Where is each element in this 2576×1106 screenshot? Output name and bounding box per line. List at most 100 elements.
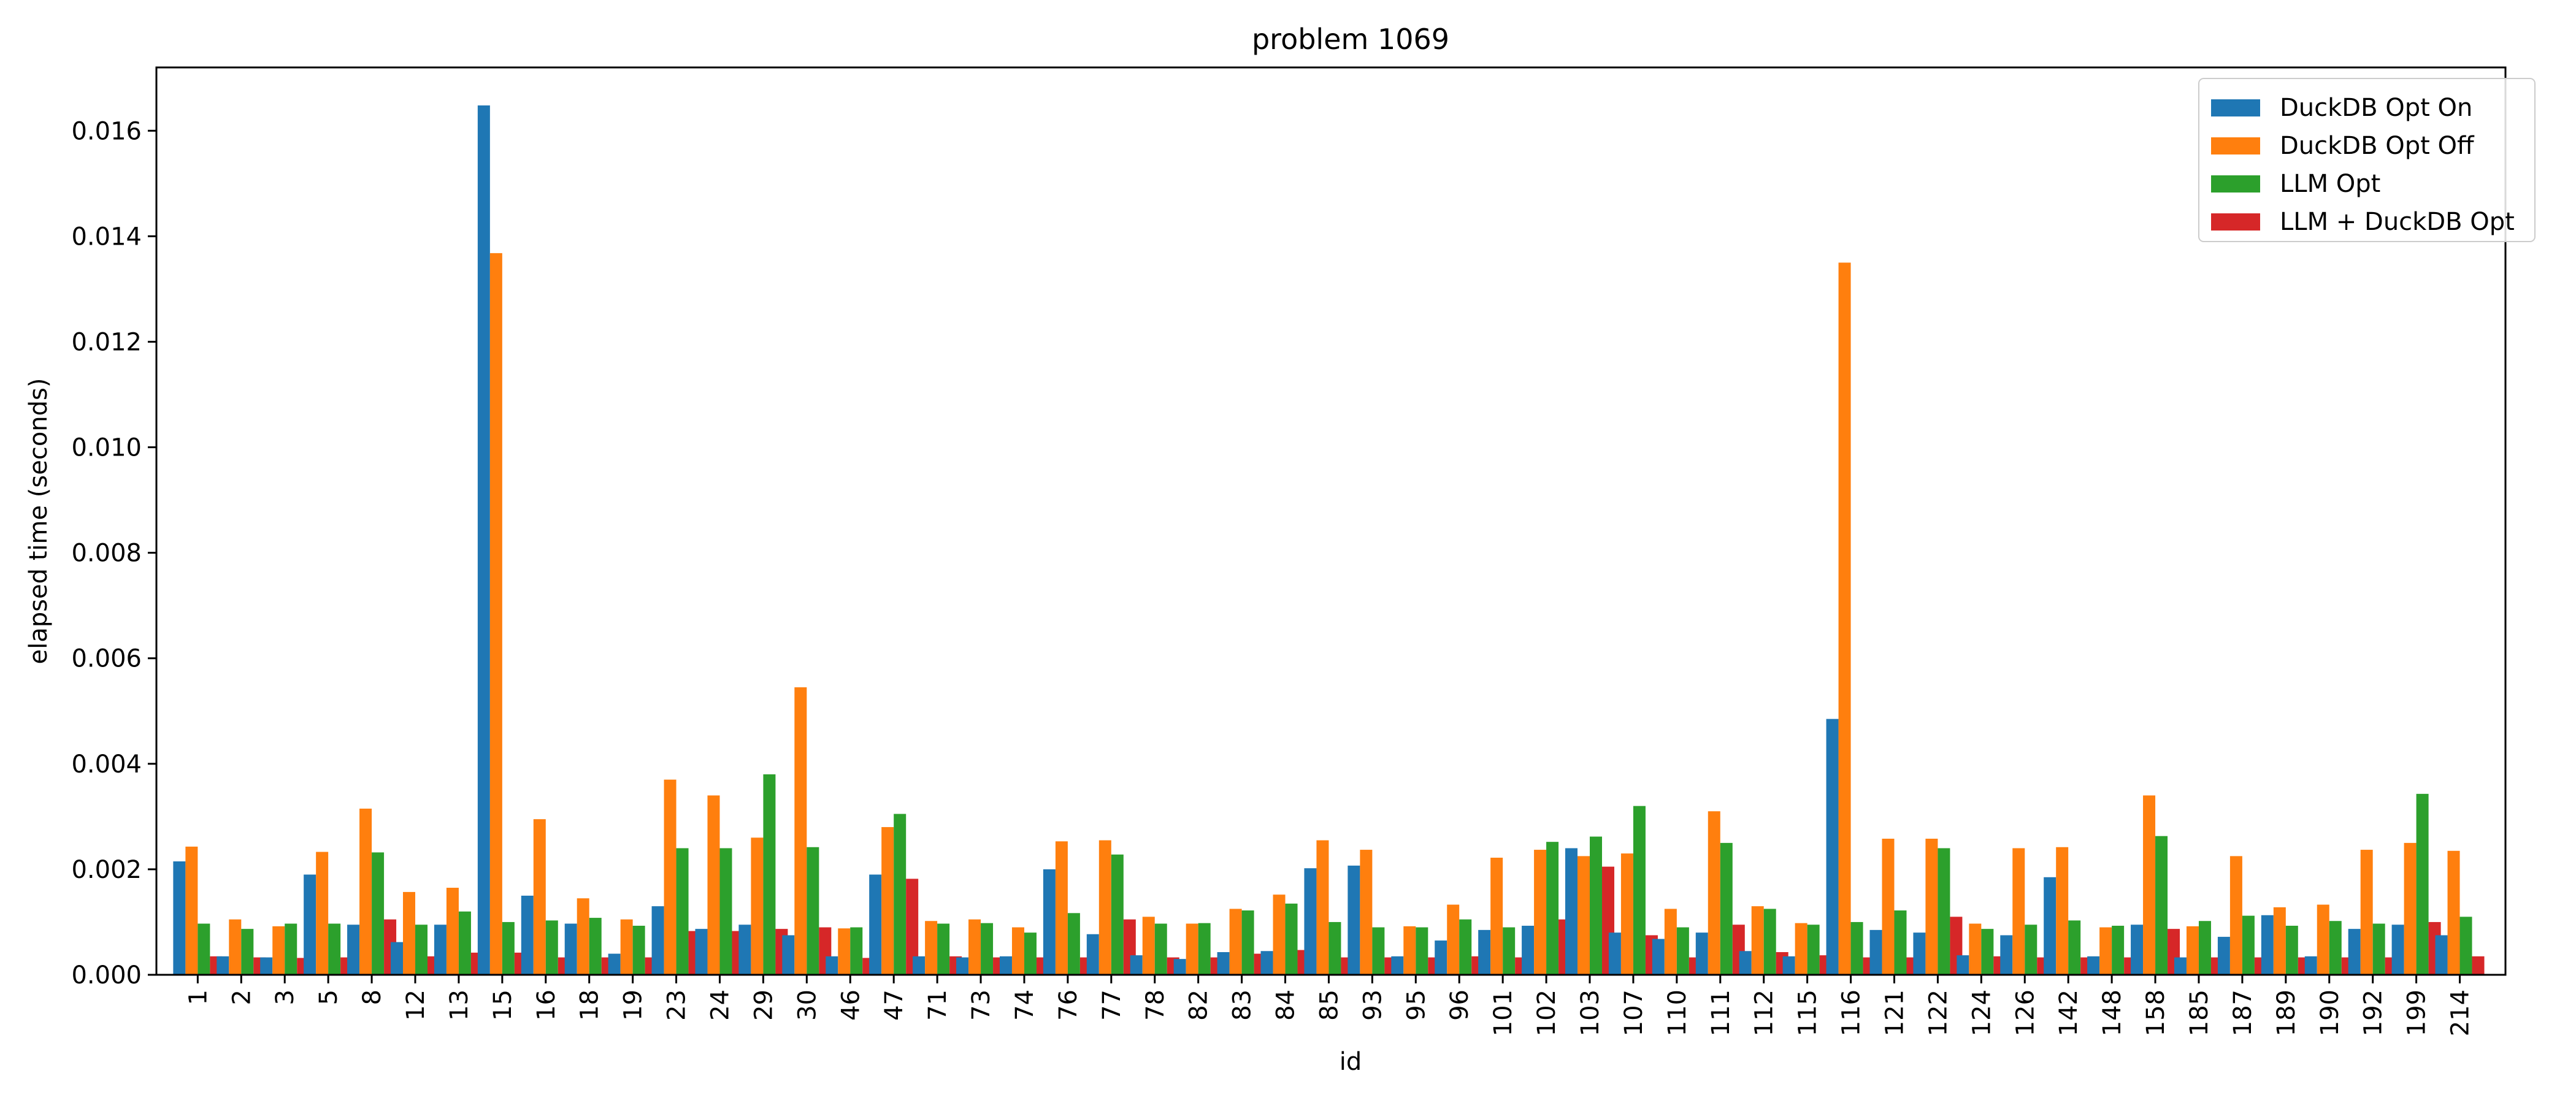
bar-duckdb-opt-on-102 [1522, 925, 1535, 975]
bar-duckdb-opt-off-23 [664, 779, 677, 975]
bar-llm-opt-3 [285, 923, 297, 975]
bar-duckdb-opt-on-192 [2348, 929, 2361, 975]
bar-duckdb-opt-on-85 [1304, 868, 1317, 975]
bar-duckdb-opt-on-121 [1869, 929, 1882, 975]
bar-duckdb-opt-off-103 [1577, 856, 1590, 975]
bar-llm-opt-16 [545, 920, 558, 975]
bar-duckdb-opt-on-189 [2261, 915, 2274, 975]
bar-llm-opt-24 [719, 848, 732, 975]
bar-duckdb-opt-on-82 [1173, 959, 1186, 975]
x-tick-label: 74 [1011, 990, 1039, 1021]
bar-duckdb-opt-on-124 [1957, 955, 1969, 975]
bar-duckdb-opt-off-126 [2012, 848, 2025, 975]
x-tick-label: 5 [315, 990, 343, 1005]
x-tick-label: 110 [1663, 990, 1692, 1036]
bar-llm-opt-158 [2155, 836, 2168, 975]
bar-duckdb-opt-off-71 [925, 921, 938, 975]
bar-llm-opt-77 [1111, 854, 1124, 975]
x-tick-label: 95 [1402, 990, 1430, 1021]
chart-title: problem 1069 [1252, 23, 1449, 56]
x-tick-label: 46 [837, 990, 865, 1021]
x-tick-label: 124 [1968, 990, 1996, 1036]
y-tick-label: 0.010 [71, 434, 142, 462]
x-tick-label: 96 [1446, 990, 1474, 1021]
bar-duckdb-opt-on-83 [1217, 952, 1230, 975]
bar-llm-opt-8 [372, 852, 385, 975]
bar-duckdb-opt-on-23 [651, 906, 664, 975]
x-tick-label: 115 [1794, 990, 1822, 1036]
bar-llm-opt-12 [415, 925, 428, 975]
y-tick-label: 0.006 [71, 645, 142, 673]
bar-duckdb-opt-on-76 [1043, 869, 1056, 975]
bar-duckdb-opt-on-78 [1130, 955, 1143, 975]
bar-llm-opt-1 [197, 923, 210, 975]
bar-llm-opt-111 [1720, 842, 1733, 975]
bar-llm-opt-192 [2372, 923, 2385, 975]
bar-llm-opt-2 [241, 929, 254, 975]
bar-llm-opt-15 [502, 921, 515, 975]
bar-llm-opt-71 [937, 923, 950, 975]
x-tick-label: 19 [619, 990, 648, 1021]
x-tick-label: 214 [2447, 990, 2475, 1036]
bar-duckdb-opt-off-84 [1273, 894, 1286, 975]
x-tick-label: 126 [2011, 990, 2039, 1036]
bar-duckdb-opt-on-142 [2044, 877, 2057, 975]
bar-duckdb-opt-off-78 [1142, 917, 1155, 975]
bar-llm-opt-83 [1241, 910, 1254, 975]
x-tick-label: 16 [532, 990, 561, 1021]
legend-label: DuckDB Opt Off [2280, 132, 2475, 160]
x-tick-label: 13 [445, 990, 473, 1021]
bar-duckdb-opt-on-199 [2391, 925, 2404, 975]
bar-llm-opt-46 [850, 927, 863, 975]
bar-llm-opt-199 [2416, 793, 2429, 975]
x-tick-label: 187 [2229, 990, 2257, 1036]
bar-duckdb-opt-off-148 [2099, 927, 2112, 975]
bar-duckdb-opt-off-83 [1229, 909, 1242, 975]
bar-duckdb-opt-off-199 [2404, 842, 2417, 975]
bar-duckdb-opt-off-142 [2056, 847, 2069, 975]
bar-duckdb-opt-on-15 [477, 105, 490, 975]
x-tick-label: 23 [663, 990, 691, 1021]
bar-duckdb-opt-off-214 [2447, 850, 2460, 975]
x-tick-label: 24 [706, 990, 734, 1021]
bar-llm-opt-112 [1763, 909, 1776, 975]
bar-llm-opt-84 [1285, 903, 1298, 975]
y-tick-label: 0.014 [71, 223, 142, 251]
bar-duckdb-opt-off-73 [968, 919, 981, 975]
bar-duckdb-opt-on-2 [217, 956, 229, 975]
x-tick-label: 8 [358, 990, 386, 1005]
bar-llm-opt-5 [328, 923, 341, 975]
x-tick-label: 83 [1229, 990, 1257, 1021]
bar-llm-duckdb-opt-214 [2472, 956, 2485, 975]
bar-llm-opt-189 [2285, 925, 2298, 975]
bar-duckdb-opt-on-115 [1782, 956, 1795, 975]
bar-duckdb-opt-off-115 [1795, 923, 1807, 975]
bar-llm-opt-148 [2112, 925, 2125, 975]
x-tick-label: 158 [2142, 990, 2170, 1036]
bar-duckdb-opt-off-77 [1098, 840, 1111, 975]
x-tick-label: 71 [924, 990, 952, 1021]
bar-duckdb-opt-on-46 [826, 956, 838, 975]
x-ticks-group: 1 2 3 5 8 12 13 15 16 18 19 23 24 29 30 46 47 71 73 74 76 77 7… [184, 975, 2475, 1036]
y-tick-label: 0.016 [71, 117, 142, 145]
bar-duckdb-opt-off-93 [1360, 850, 1373, 975]
bar-duckdb-opt-on-5 [304, 874, 316, 975]
x-tick-label: 78 [1141, 990, 1170, 1021]
bar-duckdb-opt-off-189 [2273, 907, 2286, 975]
bar-llm-opt-115 [1807, 925, 1820, 975]
bar-duckdb-opt-off-76 [1055, 841, 1068, 975]
bar-duckdb-opt-on-148 [2087, 956, 2100, 975]
bar-llm-opt-76 [1067, 913, 1080, 975]
bar-duckdb-opt-on-18 [564, 923, 577, 975]
bar-duckdb-opt-off-124 [1969, 923, 1982, 975]
bar-duckdb-opt-on-93 [1347, 865, 1360, 975]
bar-duckdb-opt-off-8 [359, 808, 372, 975]
bar-llm-opt-126 [2025, 925, 2037, 975]
plot-frame [155, 66, 2507, 976]
bar-llm-opt-82 [1198, 923, 1211, 975]
bar-llm-opt-23 [676, 848, 689, 975]
x-tick-label: 30 [793, 990, 821, 1021]
x-tick-label: 47 [880, 990, 908, 1021]
x-tick-label: 142 [2055, 990, 2083, 1036]
